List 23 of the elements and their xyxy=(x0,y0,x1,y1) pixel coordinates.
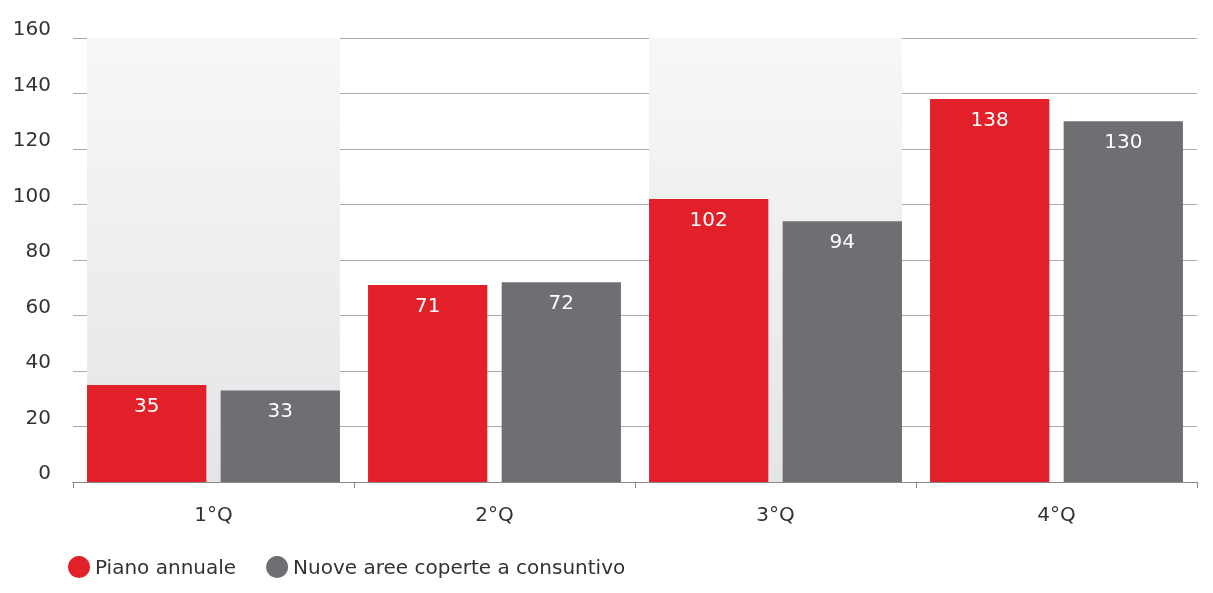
data-label: 33 xyxy=(267,398,294,423)
y-tick-label: 80 xyxy=(25,238,51,262)
y-tick-label: 100 xyxy=(12,182,51,207)
y-tick-label: 20 xyxy=(25,404,51,429)
data-label: 138 xyxy=(970,107,1009,132)
y-tick-label: 160 xyxy=(12,16,51,40)
legend-label: Nuove aree coperte a consuntivo xyxy=(293,555,626,579)
y-tick-label: 120 xyxy=(12,127,51,151)
x-tick-label: 1°Q xyxy=(194,502,233,526)
data-label: 102 xyxy=(689,206,728,231)
x-tick-label: 2°Q xyxy=(475,502,514,526)
y-tick-label: 60 xyxy=(25,293,51,318)
x-tick-label: 4°Q xyxy=(1037,502,1076,526)
data-label: 72 xyxy=(548,290,575,315)
y-tick-label: 40 xyxy=(25,349,51,373)
x-tick-label: 3°Q xyxy=(756,502,795,526)
y-tick-label: 140 xyxy=(12,71,51,96)
data-label: 130 xyxy=(1104,129,1143,154)
data-label: 35 xyxy=(133,392,160,417)
legend-label: Piano annuale xyxy=(95,555,237,579)
data-label: 71 xyxy=(414,292,441,317)
data-label: 94 xyxy=(829,229,856,254)
y-tick-label: 0 xyxy=(38,460,51,484)
